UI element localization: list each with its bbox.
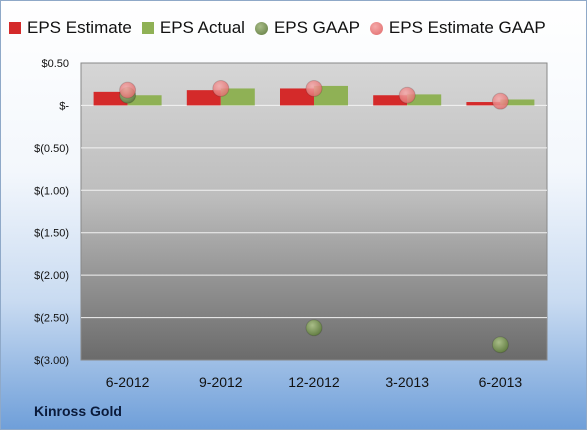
point-eps-estimate-gaap[interactable]: [491, 92, 509, 110]
bar-eps-actual[interactable]: [127, 95, 162, 106]
bar-eps-estimate[interactable]: [466, 102, 501, 106]
bar-eps-estimate[interactable]: [280, 88, 314, 106]
y-tick-label: $(2.50): [34, 313, 69, 325]
legend-label: EPS GAAP: [273, 18, 360, 37]
bar-eps-estimate[interactable]: [186, 90, 221, 106]
y-tick-label: $(1.50): [34, 228, 69, 240]
legend-eps-gaap[interactable]: EPS GAAP: [254, 18, 360, 38]
legend-label: EPS Estimate GAAP: [388, 18, 546, 37]
bar-eps-actual[interactable]: [500, 99, 535, 106]
bar-eps-estimate[interactable]: [373, 95, 408, 106]
y-tick-label: $0.50: [41, 58, 69, 70]
legend: EPS Estimate EPS Actual EPS GAAP EPS Est…: [9, 18, 556, 38]
point-eps-estimate-gaap[interactable]: [398, 86, 416, 104]
legend-eps-estimate-gaap[interactable]: EPS Estimate GAAP: [369, 18, 546, 38]
y-axis-ticks: $0.50 $- $(0.50) $(1.00) $(1.50) $(2.00) $(2.5…: [34, 58, 69, 367]
bar-eps-actual[interactable]: [314, 85, 348, 106]
y-tick-label: $(1.00): [34, 185, 69, 197]
legend-swatch: [254, 21, 268, 35]
point-eps-estimate-gaap[interactable]: [212, 79, 230, 97]
legend-swatch: [369, 21, 383, 35]
y-tick-label: $-: [59, 100, 69, 112]
x-axis-ticks: 6-2012 9-2012 12-2012 3-2013 6-2013: [106, 374, 523, 390]
company-name: Kinross Gold: [34, 403, 122, 419]
bar-eps-actual[interactable]: [220, 88, 255, 106]
x-tick-label: 9-2012: [199, 374, 243, 390]
legend-eps-estimate[interactable]: EPS Estimate: [9, 18, 132, 38]
plot-area: [80, 62, 548, 361]
point-eps-gaap[interactable]: [491, 336, 509, 354]
point-eps-estimate-gaap[interactable]: [305, 79, 323, 97]
point-eps-gaap[interactable]: [305, 319, 323, 337]
legend-swatch: [141, 22, 154, 34]
x-tick-label: 3-2013: [385, 374, 429, 390]
point-eps-estimate-gaap[interactable]: [119, 81, 137, 99]
bar-eps-actual[interactable]: [407, 94, 442, 106]
y-tick-label: $(3.00): [34, 355, 69, 367]
legend-label: EPS Estimate: [27, 18, 132, 37]
y-tick-label: $(0.50): [34, 143, 69, 155]
y-tick-label: $(2.00): [34, 270, 69, 282]
x-tick-label: 6-2012: [106, 374, 150, 390]
bars: [93, 85, 535, 106]
x-tick-label: 6-2013: [479, 374, 523, 390]
bar-eps-estimate[interactable]: [93, 91, 128, 106]
legend-label: EPS Actual: [159, 18, 245, 37]
x-tick-label: 12-2012: [288, 374, 340, 390]
legend-swatch: [9, 22, 21, 34]
legend-eps-actual[interactable]: EPS Actual: [141, 18, 245, 38]
points: [119, 79, 509, 354]
